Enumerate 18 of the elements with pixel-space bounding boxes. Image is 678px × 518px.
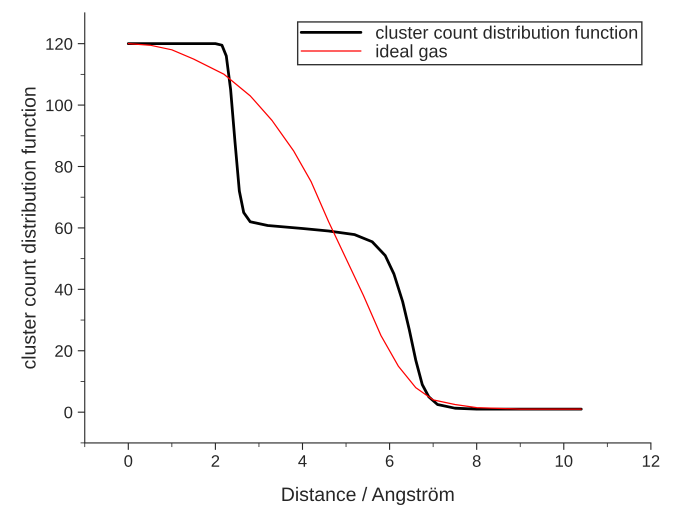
y-tick-label: 60 [55,222,72,234]
y-tick-label: 0 [64,406,72,418]
x-axis-title: Distance / Angström [282,486,454,506]
x-tick-label: 10 [556,455,572,467]
y-tick-label: 80 [55,160,72,173]
y-tick-label: 40 [54,284,72,296]
legend-label: cluster count distribution function [376,26,638,39]
x-tick-label: 6 [386,455,394,467]
x-tick-label: 0 [124,455,132,467]
y-tick-label: 100 [46,99,72,112]
x-tick-label: 8 [472,455,481,467]
x-tick-label: 12 [642,455,660,467]
x-tick-label: 4 [298,455,307,467]
y-axis-title: cluster count distribution function [21,88,36,369]
legend-label: ideal gas [376,44,447,62]
x-tick-label: 2 [212,455,220,467]
y-tick-label: 120 [46,38,72,50]
y-tick-label: 20 [55,345,72,357]
